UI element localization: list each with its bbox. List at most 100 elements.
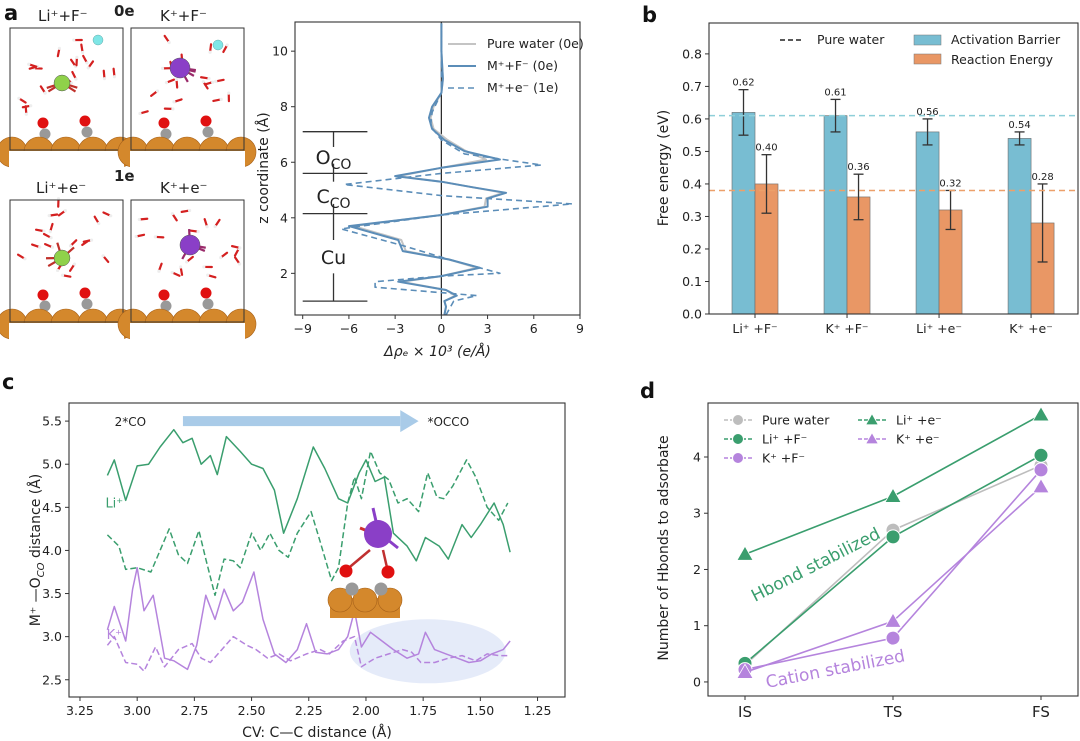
- barrier-bar: [823, 115, 848, 315]
- water-hydrogen: [153, 235, 157, 239]
- a-xtick-label: 0: [437, 321, 445, 336]
- x-axis-label: Δρₑ × 10³ (e/Å): [383, 343, 491, 360]
- c-ytick-label: 5.5: [42, 414, 62, 429]
- water-molecule: [186, 255, 194, 263]
- md-snapshots: [0, 27, 257, 343]
- a-ytick-label: 8: [280, 99, 288, 114]
- water-molecule: [102, 69, 106, 79]
- water-hydrogen: [170, 270, 174, 275]
- legend-swatch-marker: [732, 433, 744, 445]
- water-hydrogen: [238, 262, 242, 266]
- oxygen-atom: [79, 287, 91, 299]
- barrier-bar: [1007, 138, 1032, 315]
- carbon-atom: [202, 298, 214, 310]
- water-molecule: [49, 213, 59, 217]
- region-label: OCO: [316, 147, 352, 173]
- water-hydrogen: [56, 268, 60, 273]
- axes-frame: [708, 22, 1079, 315]
- k-ion-atom: [364, 520, 392, 548]
- water-molecule: [42, 232, 52, 239]
- legend-label: Activation Barrier: [951, 32, 1061, 47]
- water-hydrogen: [185, 260, 189, 264]
- legend-swatch-reaction: [913, 53, 942, 65]
- water-molecule: [150, 90, 158, 97]
- data-point-circle: [885, 630, 901, 646]
- water-molecule: [16, 253, 26, 260]
- water-molecule: [202, 81, 209, 90]
- water-hydrogen: [179, 265, 183, 269]
- carbon-atom: [345, 582, 359, 596]
- snapshot-clip: [9, 323, 124, 343]
- water-molecule: [180, 209, 190, 213]
- water-molecule: [209, 43, 213, 53]
- legend-swatch-marker: [732, 414, 744, 426]
- water-molecule: [233, 256, 241, 265]
- b-xtick-label: Li⁺ +F⁻: [732, 321, 777, 336]
- water-hydrogen: [48, 230, 52, 234]
- water-molecule: [82, 239, 92, 243]
- b-xtick-label: K⁺ +F⁻: [826, 321, 869, 336]
- water-hydrogen: [206, 273, 210, 277]
- water-molecule: [203, 218, 208, 227]
- inset-molecule-picture: [327, 507, 403, 618]
- water-molecule: [136, 233, 146, 238]
- water-hydrogen: [42, 229, 46, 233]
- water-hydrogen: [155, 89, 160, 93]
- water-molecule: [200, 76, 210, 80]
- water-molecule: [139, 110, 149, 115]
- water-hydrogen: [102, 77, 107, 81]
- water-molecule: [112, 67, 116, 77]
- c-xtick-label: 1.50: [466, 703, 494, 718]
- b-ytick-label: 0.6: [682, 111, 702, 126]
- legend-label: Pure water: [817, 32, 885, 47]
- b-xtick-label: K⁺ +e⁻: [1009, 321, 1053, 336]
- carbon-atom: [39, 128, 51, 140]
- li-solid-series-line: [106, 428, 511, 562]
- value-label: 0.40: [755, 143, 777, 154]
- water-hydrogen: [68, 244, 73, 248]
- region-label-sub: CO: [331, 157, 352, 173]
- legend-label: Reaction Energy: [951, 52, 1054, 67]
- water-molecule: [212, 98, 222, 103]
- start-state-label: 2*CO: [115, 415, 146, 429]
- water-molecule: [233, 248, 240, 257]
- panel-c-distance-trajectory-plot: 2*CO *OCCO 2.5 3.0 3.5 4.0 4.5 5.0 5.5 3.25 3.00 2.…: [27, 402, 566, 741]
- legend-swatch-marker: [864, 412, 880, 426]
- snapshot-0: [0, 27, 136, 171]
- a-xtick-label: 9: [576, 321, 584, 336]
- d-ytick-label: 1: [693, 618, 701, 633]
- snapshot-label-k-f: K⁺+F⁻: [160, 7, 207, 25]
- d-xtick-label: TS: [883, 703, 903, 721]
- c-xtick-label: 2.00: [352, 703, 380, 718]
- snapshot-border: [130, 199, 245, 323]
- b-xtick-label: Li⁺ +e⁻: [916, 321, 962, 336]
- a-ytick-label: 4: [280, 210, 288, 225]
- carbon-atom: [202, 126, 214, 138]
- legend-label: K⁺ +F⁻: [762, 451, 805, 466]
- c-ytick-label: 3.5: [42, 586, 62, 601]
- li-ion-atom: [53, 74, 71, 92]
- panel-label-b: b: [642, 3, 657, 27]
- snapshot-clip: [9, 151, 124, 171]
- k-dashed-series-line: [106, 635, 508, 672]
- legend-swatch-barrier: [913, 34, 942, 46]
- snapshot-3: [117, 199, 257, 343]
- water-molecule: [69, 58, 77, 67]
- d-ytick-label: 2: [693, 562, 701, 577]
- water-hydrogen: [27, 62, 31, 66]
- value-label: 0.56: [916, 107, 938, 118]
- water-hydrogen: [164, 80, 169, 85]
- water-hydrogen: [213, 224, 217, 229]
- data-point-circle: [1033, 462, 1049, 478]
- carbon-atom: [160, 128, 172, 140]
- water-hydrogen: [72, 38, 76, 42]
- y-axis-label: z coordinate (Å): [255, 112, 272, 223]
- c-ytick-label: 2.5: [42, 672, 62, 687]
- water-molecule: [139, 217, 149, 221]
- c-ytick-label: 5.0: [42, 457, 62, 472]
- water-hydrogen: [134, 234, 138, 239]
- hbond-stabilized-annotation: Hbond stabilized: [748, 524, 884, 606]
- region-label-sub: CO: [330, 196, 351, 212]
- c-ytick-label: 3.0: [42, 629, 62, 644]
- a-ytick-label: 2: [280, 266, 288, 281]
